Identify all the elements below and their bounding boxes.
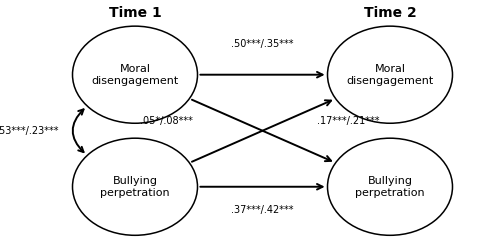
FancyArrowPatch shape (72, 109, 84, 152)
Text: .17***/.21***: .17***/.21*** (318, 116, 380, 126)
Text: .37***/.42***: .37***/.42*** (231, 205, 294, 215)
Text: .05*/.08***: .05*/.08*** (140, 116, 192, 126)
Text: Time 2: Time 2 (364, 6, 416, 20)
Text: .53***/.23***: .53***/.23*** (0, 126, 59, 136)
Text: .50***/.35***: .50***/.35*** (231, 39, 294, 49)
Text: Moral
disengagement: Moral disengagement (92, 64, 178, 85)
Text: Time 1: Time 1 (108, 6, 162, 20)
Text: Bullying
perpetration: Bullying perpetration (100, 176, 170, 197)
Text: Bullying
perpetration: Bullying perpetration (355, 176, 425, 197)
Text: Moral
disengagement: Moral disengagement (346, 64, 434, 85)
